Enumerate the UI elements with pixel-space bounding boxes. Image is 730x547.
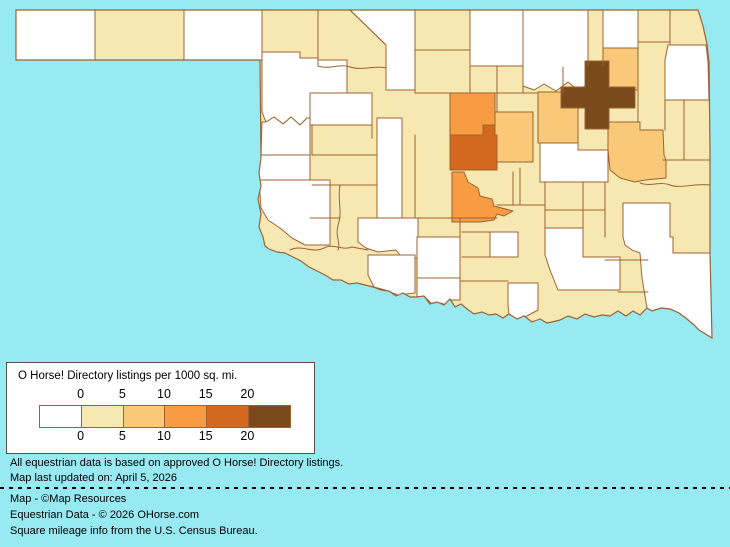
- legend-color-ramp: [39, 405, 291, 428]
- county-border-line: [261, 51, 319, 59]
- county-border-line: [336, 184, 341, 251]
- county-grady: [451, 171, 514, 223]
- legend-swatch-15-20: [206, 406, 249, 427]
- legend-ticks-top: 0 5 10 15 20: [7, 387, 314, 401]
- county-cotton: [367, 254, 416, 296]
- legend-swatch-20+: [248, 406, 290, 427]
- county-greer-harmon: [258, 179, 331, 246]
- county-border-line: [317, 65, 387, 69]
- county-texas: [94, 10, 185, 61]
- county-comanche: [357, 217, 419, 259]
- legend-tick-label: 0: [77, 387, 85, 401]
- legend-swatch-5-10: [122, 406, 165, 427]
- legend-tick-label: 20: [240, 429, 255, 443]
- county-ellis: [260, 116, 311, 156]
- county-border-line: [639, 182, 711, 187]
- county-beaver: [183, 10, 263, 61]
- county-stephens: [416, 236, 461, 279]
- legend-tick-label: 5: [118, 429, 126, 443]
- county-logan-lincoln: [492, 111, 534, 163]
- legend-tick-label: 10: [157, 429, 171, 443]
- legend-ticks-bottom: 0 5 10 15 20: [7, 429, 314, 443]
- legend-box: O Horse! Directory listings per 1000 sq.…: [6, 362, 315, 454]
- county-murray: [489, 231, 519, 258]
- legend-tick-label: 0: [77, 429, 85, 443]
- legend-tick-label: 10: [157, 387, 171, 401]
- state-outline: [15, 9, 713, 340]
- legend-tick-label: 5: [118, 387, 126, 401]
- county-tulsa: [560, 60, 636, 130]
- county-roger-mills: [258, 154, 311, 181]
- legend-swatch-0: [40, 406, 81, 427]
- county-cimarron: [16, 10, 96, 61]
- legend-title: O Horse! Directory listings per 1000 sq.…: [18, 370, 238, 382]
- county-border-line: [289, 245, 369, 251]
- legend-tick-label: 15: [198, 387, 213, 401]
- legend-swatch-0-5: [80, 406, 123, 427]
- county-delaware: [664, 44, 710, 101]
- county-border-line: [349, 10, 387, 46]
- county-kay: [469, 10, 524, 67]
- legend-tick-label: 15: [198, 429, 213, 443]
- county-wagoner-muskogee: [607, 121, 667, 183]
- county-nowata: [602, 10, 639, 49]
- footnote-last-updated: Map last updated on: April 5, 2026: [10, 472, 177, 484]
- county-canadian: [449, 124, 498, 171]
- county-caddo: [376, 117, 403, 219]
- legend-swatch-10-15: [164, 406, 207, 427]
- county-major: [309, 92, 373, 126]
- credit-square-mileage: Square mileage info from the U.S. Census…: [10, 525, 258, 537]
- county-atoka-coal: [544, 227, 621, 291]
- oklahoma-county-map: [15, 9, 713, 340]
- dashed-divider: [0, 487, 730, 489]
- credit-map: Map - ©Map Resources: [10, 493, 127, 505]
- footnote-data-source: All equestrian data is based on approved…: [10, 457, 344, 469]
- credit-equestrian-data: Equestrian Data - © 2026 OHorse.com: [10, 509, 200, 521]
- legend-tick-label: 20: [240, 387, 255, 401]
